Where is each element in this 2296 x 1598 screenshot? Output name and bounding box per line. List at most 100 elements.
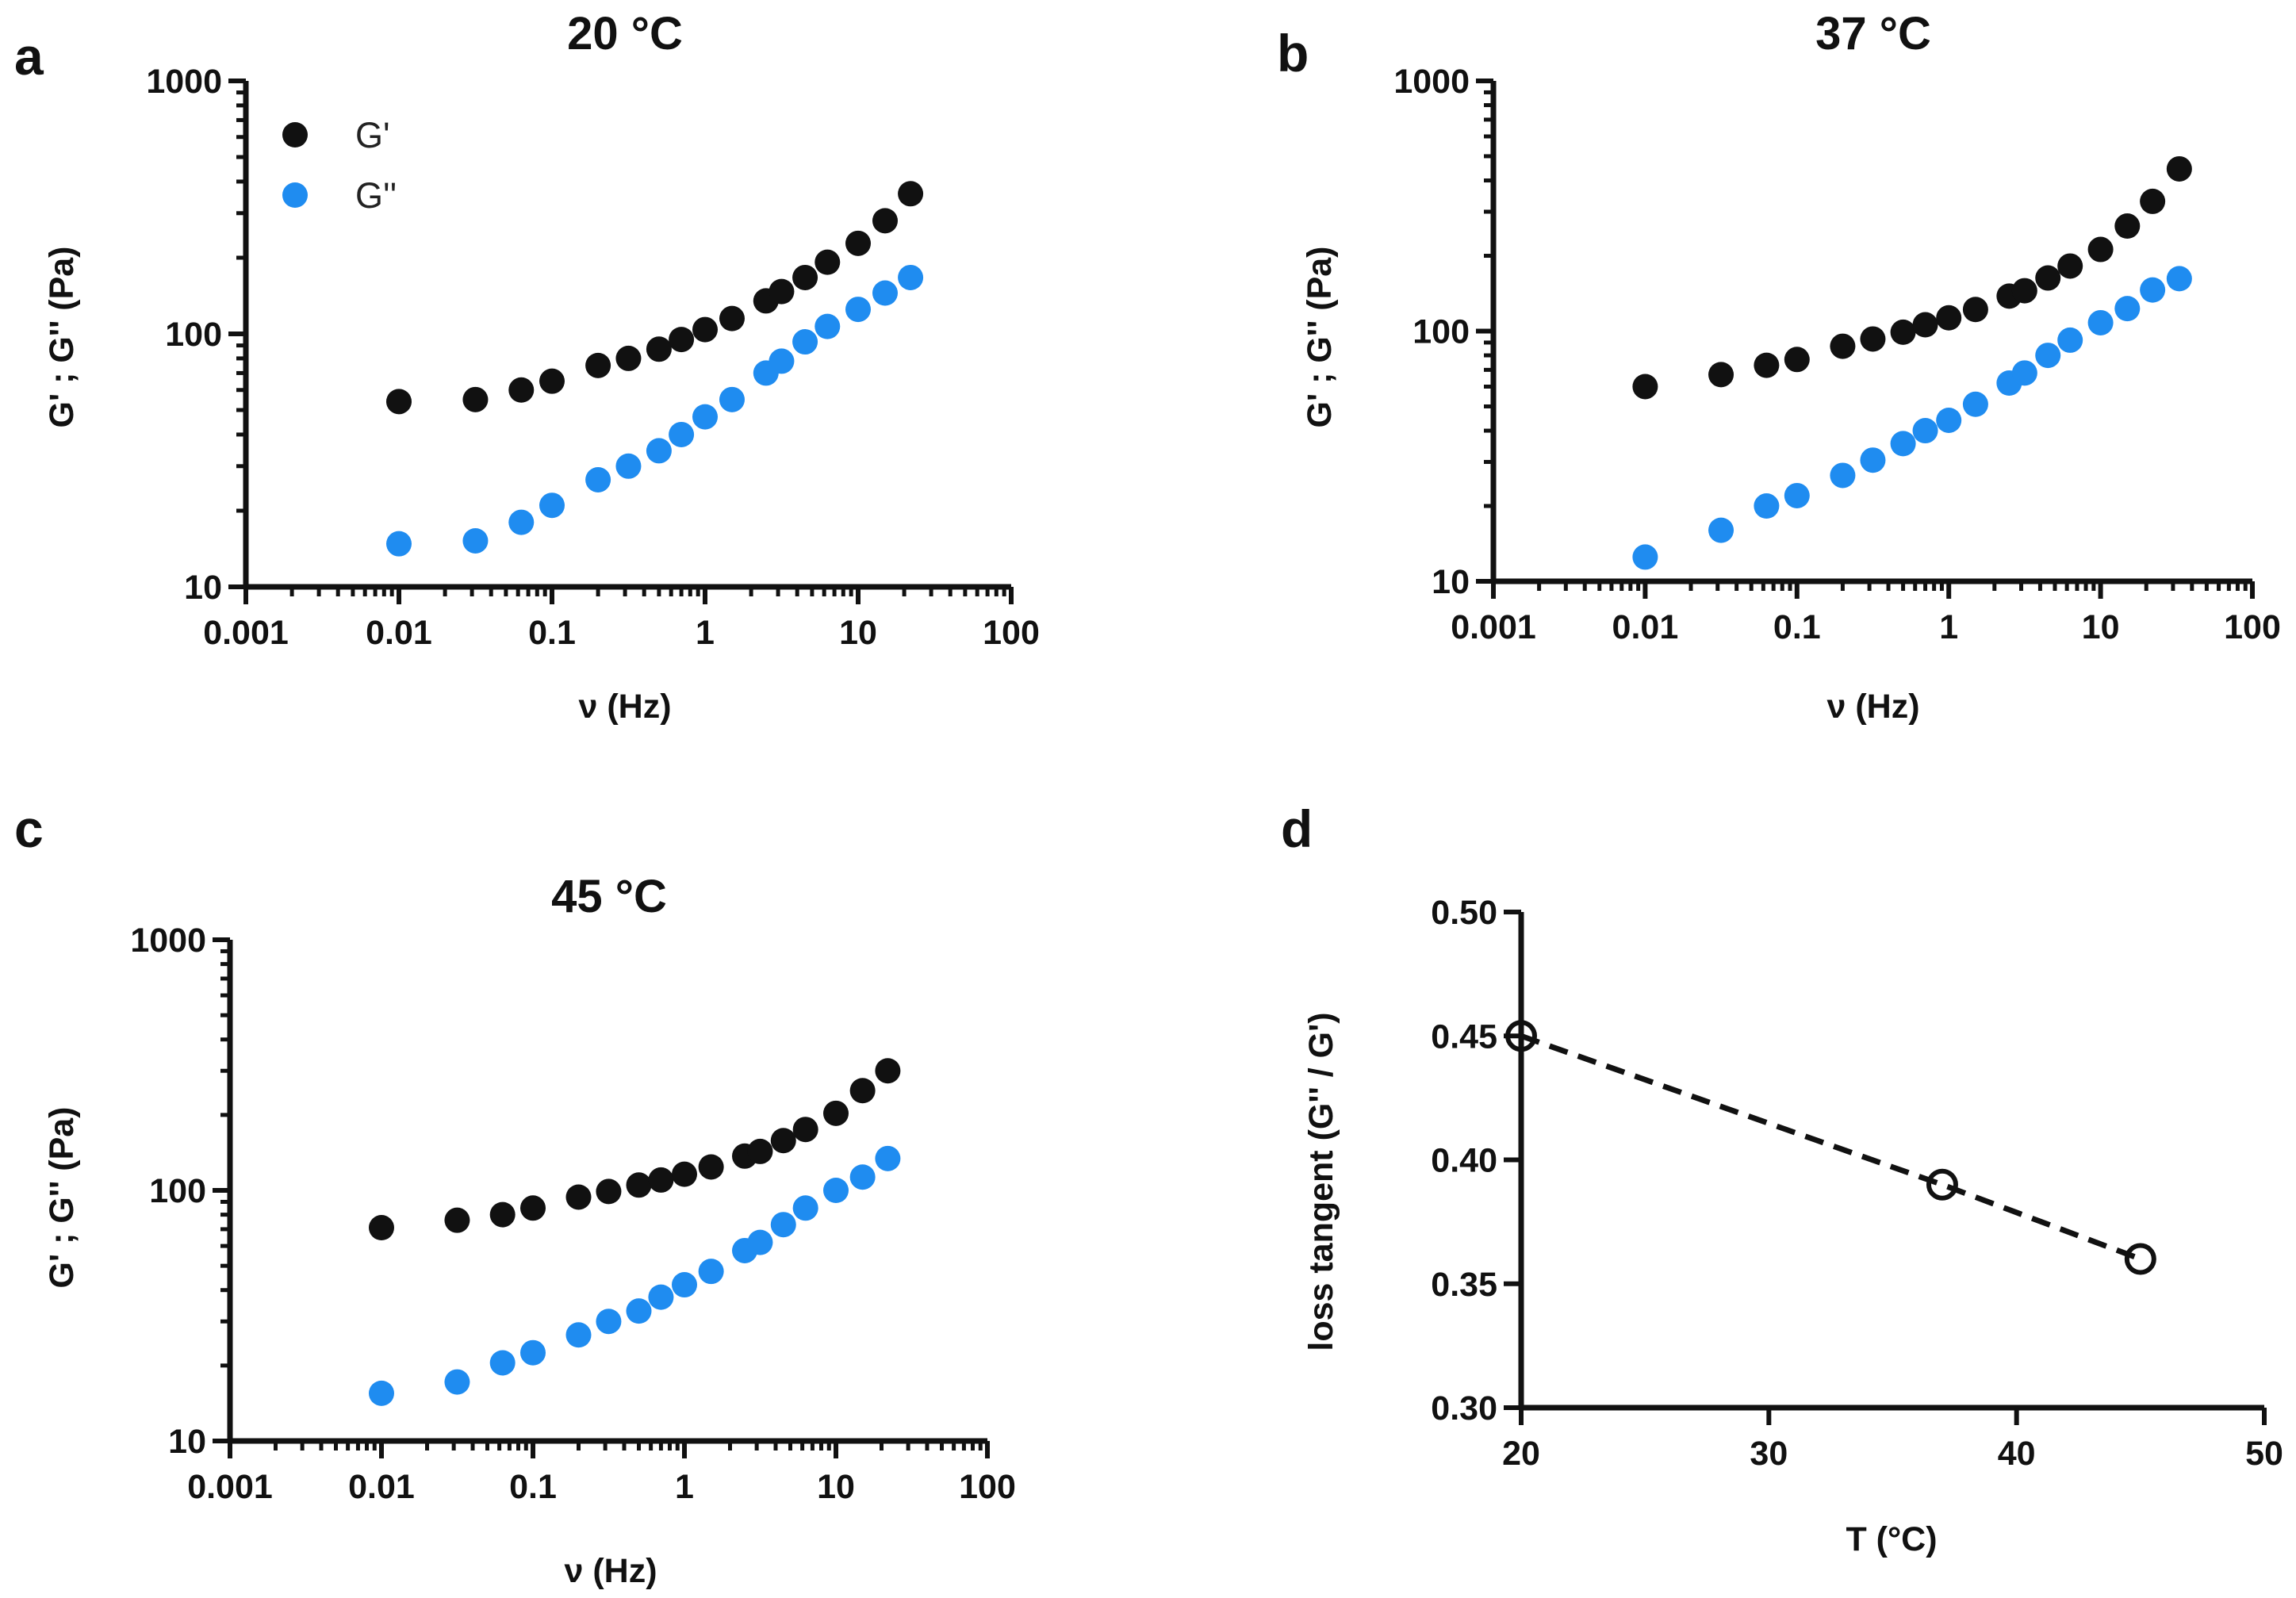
g-double-prime-point <box>2035 343 2061 369</box>
g-prime-point <box>2035 265 2061 291</box>
g-double-prime-point <box>875 1145 901 1171</box>
y-axis-label-b: G' ; G'' (Pa) <box>1301 247 1339 428</box>
g-double-prime-point <box>692 404 718 430</box>
g-prime-point <box>875 1058 901 1084</box>
g-prime-point <box>1754 352 1780 378</box>
x-tick-label: 50 <box>2245 1435 2283 1473</box>
legend-label-g-prime: G' <box>355 115 390 155</box>
y-tick-label: 0.50 <box>1431 894 1497 932</box>
x-tick-label: 0.1 <box>509 1468 557 1506</box>
x-tick-label: 0.01 <box>348 1468 415 1506</box>
g-double-prime-point <box>845 297 871 323</box>
g-prime-point <box>596 1178 622 1205</box>
g-prime-point <box>770 1128 796 1154</box>
loss-tangent-line <box>1520 1033 2142 1262</box>
x-tick-label: 1 <box>1939 608 1958 646</box>
x-tick-label: 1 <box>675 1468 694 1506</box>
g-prime-point <box>1936 305 1962 331</box>
panel-d: T (°C) loss tangent (G'' / G') 20 30 40 50 0… <box>1302 894 2283 1558</box>
g-prime-point <box>849 1078 876 1104</box>
g-prime-point <box>898 181 924 207</box>
g-double-prime-point <box>648 1284 674 1310</box>
g-prime-point <box>692 316 718 343</box>
g-prime-point <box>462 386 489 412</box>
g-double-prime-point <box>646 438 672 464</box>
loss-tangent-point <box>1505 1020 1537 1052</box>
y-axis-label-c: G' ; G'' (Pa) <box>43 1107 81 1289</box>
g-prime-point <box>872 208 898 234</box>
tick-labels-d: 20 30 40 50 0.30 0.35 0.40 0.45 0.50 <box>1431 894 2283 1473</box>
g-double-prime-point <box>823 1178 849 1203</box>
g-double-prime-point <box>769 348 795 374</box>
y-tick-label: 0.30 <box>1431 1389 1497 1427</box>
g-double-prime-point <box>672 1272 697 1298</box>
g-prime-point <box>769 278 795 305</box>
x-tick-label: 100 <box>959 1468 1016 1506</box>
g-double-prime-point <box>444 1369 470 1395</box>
x-tick-label: 30 <box>1750 1435 1788 1473</box>
g-prime-point <box>1708 362 1734 388</box>
g-double-prime-point <box>1754 493 1780 519</box>
g-prime-point <box>386 389 412 415</box>
x-tick-label: 40 <box>1998 1435 2036 1473</box>
panel-letter-c: c <box>14 799 44 858</box>
g-double-prime-point <box>770 1212 796 1238</box>
y-tick-label: 1000 <box>146 63 222 101</box>
g-prime-point <box>845 230 871 256</box>
g-prime-point <box>444 1207 470 1233</box>
g-prime-point <box>669 327 695 353</box>
y-axis-label-a: G' ; G'' (Pa) <box>43 247 81 428</box>
x-tick-label: 0.01 <box>1612 608 1679 646</box>
g-double-prime-point <box>539 492 565 519</box>
x-axis-label-a: ν (Hz) <box>578 688 671 726</box>
loss-tangent-point <box>1926 1168 1958 1201</box>
g-prime-point <box>2057 253 2083 279</box>
g-double-prime-point <box>1936 407 1962 433</box>
g-prime-point <box>520 1195 546 1221</box>
g-prime-point <box>369 1215 394 1241</box>
y-tick-label: 0.35 <box>1431 1266 1497 1304</box>
g-double-prime-point <box>898 264 924 290</box>
tick-labels-b: 0.001 0.01 0.1 1 10 100 10 100 1000 <box>1393 63 2281 646</box>
y-tick-label: 100 <box>149 1172 206 1210</box>
g-prime-point <box>1830 333 1856 359</box>
g-double-prime-point <box>2140 277 2166 303</box>
g-prime-point <box>1962 297 1988 323</box>
x-tick-label: 0.001 <box>203 614 289 652</box>
g-double-prime-point <box>815 313 841 339</box>
y-tick-label: 10 <box>1432 563 1470 601</box>
g-prime-point <box>1912 312 1938 338</box>
g-double-prime-point <box>615 453 642 479</box>
g-double-prime-point <box>1830 462 1856 489</box>
g-prime-point <box>646 336 672 362</box>
g-prime-point <box>823 1100 849 1126</box>
y-tick-label: 10 <box>184 569 222 607</box>
tick-labels-c: 0.001 0.01 0.1 1 10 100 10 100 1000 <box>130 922 1016 1506</box>
panel-c: 45 °C ν (Hz) G' ; G'' (Pa) 0.001 0.01 0.1 1… <box>43 871 1016 1590</box>
g-double-prime-point <box>1784 482 1810 508</box>
axis-ticks-a <box>228 79 1014 604</box>
x-axis-label-c: ν (Hz) <box>564 1552 657 1590</box>
x-axis-label-b: ν (Hz) <box>1826 688 1919 726</box>
x-tick-label: 100 <box>983 614 1040 652</box>
g-prime-point <box>815 249 841 275</box>
x-tick-label: 100 <box>2224 608 2281 646</box>
legend-marker-g-double-prime <box>282 182 308 208</box>
panel-letter-d: d <box>1281 799 1313 858</box>
x-tick-label: 0.001 <box>1451 608 1536 646</box>
g-double-prime-point <box>669 421 695 447</box>
x-tick-label: 10 <box>817 1468 855 1506</box>
g-prime-point <box>747 1138 773 1164</box>
x-tick-label: 0.1 <box>528 614 576 652</box>
data-marks-a <box>386 181 924 557</box>
chart-title-b: 37 °C <box>1815 8 1931 59</box>
g-double-prime-point <box>386 531 412 557</box>
g-double-prime-point <box>585 466 611 492</box>
x-tick-label: 20 <box>1502 1435 1540 1473</box>
g-prime-point <box>1860 326 1886 352</box>
g-double-prime-point <box>2087 309 2114 335</box>
panel-b: 37 °C ν (Hz) G' ; G'' (Pa) 0.001 0.01 0.1 1… <box>1301 8 2281 726</box>
data-marks-c <box>369 1058 901 1406</box>
